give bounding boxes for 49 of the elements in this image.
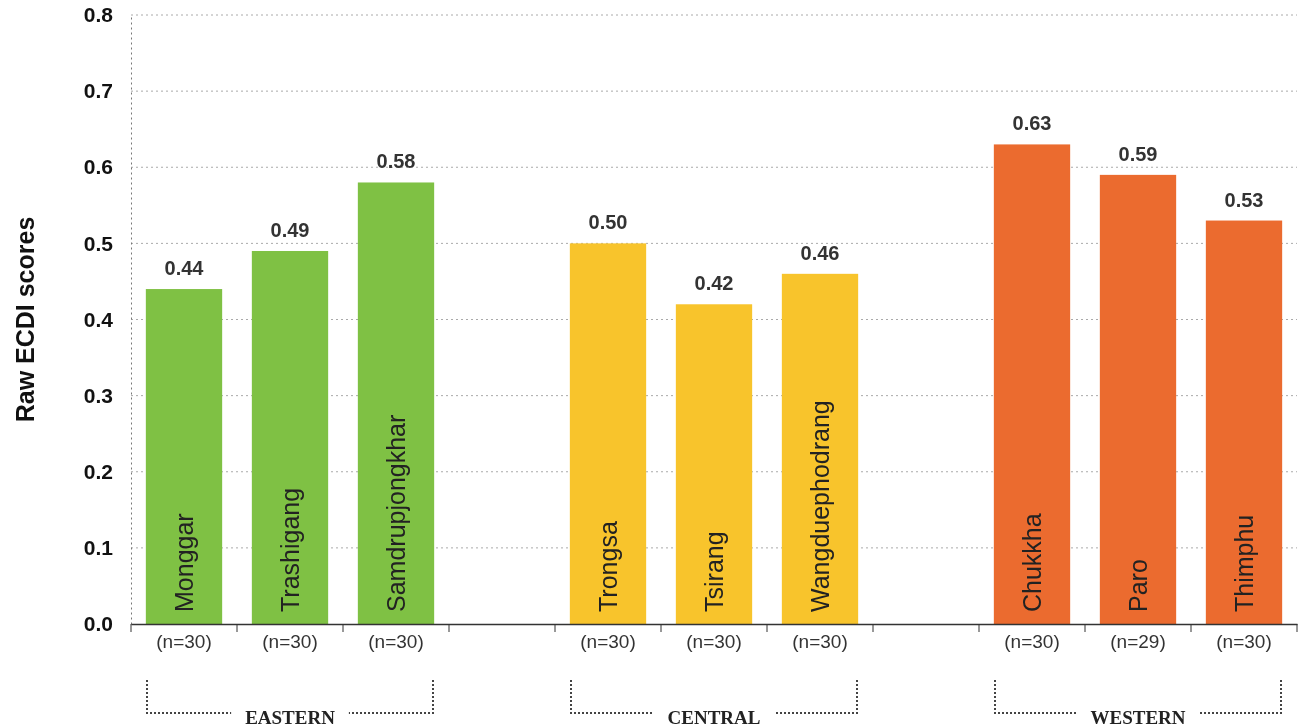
bar xyxy=(1205,220,1283,624)
text: CENTRAL xyxy=(667,707,761,727)
annotation: (n=30) xyxy=(368,631,424,652)
bar xyxy=(993,144,1071,624)
bar xyxy=(145,289,223,624)
x-tick-label: Tsirang xyxy=(699,531,728,612)
data-label: 0.58 xyxy=(376,150,416,173)
data-label: 0.50 xyxy=(588,211,628,234)
x-tick-label: Monggar xyxy=(169,513,198,612)
y-tick-label: 0.7 xyxy=(83,79,113,103)
annotation: (n=30) xyxy=(1004,631,1060,652)
x-tick-label: Paro xyxy=(1123,559,1152,612)
data-label: 0.42 xyxy=(694,272,734,295)
y-tick-label: 0.5 xyxy=(83,231,114,255)
x-tick-label: Trongsa xyxy=(593,521,622,612)
data-label: 0.63 xyxy=(1012,112,1052,135)
y-axis-title: Raw ECDI scores xyxy=(11,216,39,423)
y-tick-label: 0.8 xyxy=(83,3,114,27)
data-label: 0.46 xyxy=(800,241,840,264)
annotation: (n=30) xyxy=(1216,631,1272,652)
data-label: 0.44 xyxy=(164,257,205,280)
y-tick-label: 0.0 xyxy=(83,612,113,636)
y-tick-label: 0.2 xyxy=(83,459,113,483)
y-tick-label: 0.3 xyxy=(83,383,113,407)
annotation: (n=30) xyxy=(686,631,742,652)
bar xyxy=(675,304,753,624)
y-tick-label: 0.4 xyxy=(83,307,114,331)
annotation: (n=30) xyxy=(792,631,848,652)
x-tick-label: Trashigang xyxy=(275,487,304,612)
text: EASTERN xyxy=(245,707,336,727)
text: WESTERN xyxy=(1090,707,1186,727)
bar xyxy=(781,273,859,624)
data-label: 0.49 xyxy=(270,218,310,241)
bar xyxy=(357,182,435,624)
bar xyxy=(1099,174,1177,624)
x-tick-label: Thimphu xyxy=(1229,514,1258,612)
annotation: (n=30) xyxy=(262,631,318,652)
y-tick-label: 0.1 xyxy=(83,536,114,560)
data-label: 0.59 xyxy=(1118,142,1158,165)
y-tick-label: 0.6 xyxy=(83,155,113,179)
x-tick-label: Wangduephodrang xyxy=(805,400,834,612)
x-tick-label: Chukkha xyxy=(1017,513,1046,612)
annotation: (n=30) xyxy=(156,631,212,652)
data-label: 0.53 xyxy=(1224,188,1264,211)
bar xyxy=(251,250,329,624)
x-tick-label: Samdrupjongkhar xyxy=(381,414,410,612)
annotation: (n=30) xyxy=(580,631,636,652)
bar xyxy=(569,243,647,624)
annotation: (n=29) xyxy=(1110,631,1166,652)
